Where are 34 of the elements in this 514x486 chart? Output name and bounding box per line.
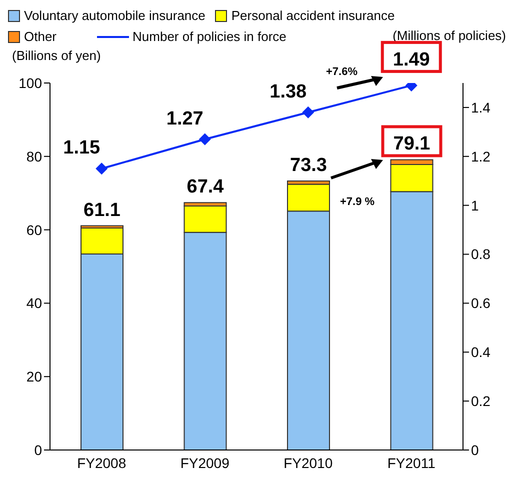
annotation: +7.9 %: [340, 196, 375, 208]
total-label: 79.1: [393, 134, 431, 155]
y2-tick-label: 1.4: [471, 99, 491, 116]
y2-tick-label: 0.2: [471, 393, 491, 410]
data-label: 1.38: [270, 81, 307, 102]
x-tick-label: FY2010: [284, 454, 333, 471]
y-axis-title: (Billions of yen): [12, 48, 101, 63]
x-tick-label: FY2008: [77, 454, 126, 471]
x-tick-label: FY2011: [387, 454, 436, 471]
data-label: 1.49: [392, 49, 430, 70]
y2-tick-label: 0.4: [471, 344, 491, 360]
legend-label: Personal accident insurance: [231, 8, 395, 23]
y-tick-label: 60: [26, 222, 42, 238]
legend-label: Number of policies in force: [132, 29, 286, 44]
y2-tick-label: 1.2: [471, 148, 491, 164]
y2-axis-title: (Millions of policies): [392, 28, 506, 43]
data-label: 1.27: [166, 108, 204, 130]
total-label: 67.4: [186, 176, 224, 198]
total-label: 61.1: [84, 200, 121, 221]
x-tick-label: FY2009: [180, 454, 230, 471]
y2-tick-label: 1: [471, 197, 479, 214]
y2-tick-label: 0.6: [471, 295, 491, 312]
y2-tick-label: 0: [471, 442, 479, 458]
legend-label: Other: [24, 29, 57, 44]
legend-label: Voluntary automobile insurance: [24, 8, 206, 23]
y-tick-label: 0: [34, 442, 42, 458]
y2-tick-label: 0.8: [471, 246, 491, 262]
total-label: 73.3: [290, 154, 327, 176]
y-tick-label: 40: [26, 295, 42, 312]
data-label: 1.15: [63, 138, 101, 159]
y-tick-label: 20: [26, 368, 42, 385]
y-tick-label: 100: [18, 74, 42, 91]
y-tick-label: 80: [26, 148, 42, 164]
text: +7.6%: [326, 66, 358, 78]
